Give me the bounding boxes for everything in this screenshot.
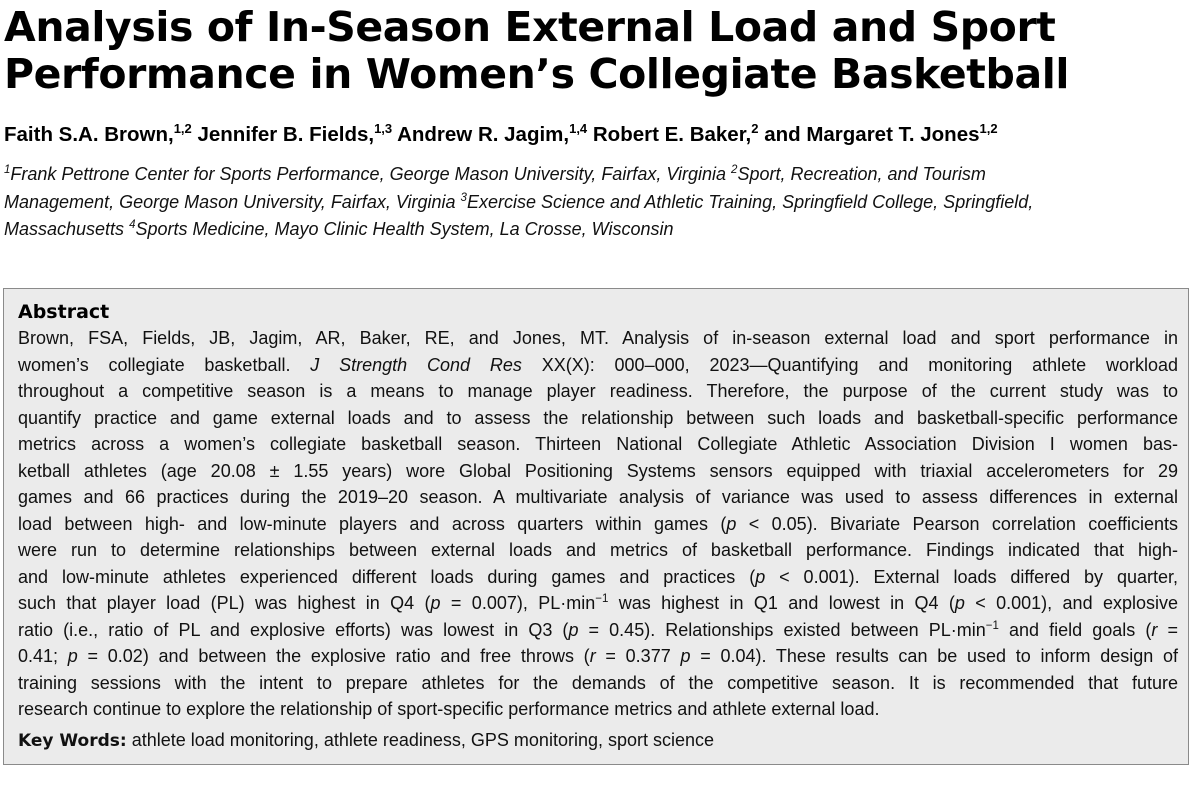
stat-symbol: r: [589, 646, 596, 666]
abstract-body: Brown, FSA, Fields, JB, Jagim, AR, Baker…: [18, 325, 1178, 723]
author-affiliation-number: 1,2: [979, 121, 998, 136]
author-name: Robert E. Baker,: [592, 123, 752, 146]
abstract-text: such that player load (PL) was highest i…: [18, 593, 431, 613]
stat-symbol: p: [954, 593, 965, 613]
author-affiliation-number: 1,4: [569, 121, 588, 136]
abstract-text: women’s collegiate basketball.: [18, 354, 311, 375]
affiliations: 1Frank Pettrone Center for Sports Perfor…: [4, 161, 1184, 244]
abstract-box: Abstract Brown, FSA, Fields, JB, Jagim, …: [3, 288, 1189, 765]
stat-symbol: r: [1151, 619, 1158, 640]
stat-symbol: p: [726, 513, 737, 534]
author-name: Andrew R. Jagim,: [397, 123, 570, 146]
abstract-text: = 0.45). Relationships existed between P…: [578, 619, 986, 640]
affiliation-line: Massachusetts 4Sports Medicine, Mayo Cli…: [4, 216, 1184, 244]
affiliation-text: Sport, Recreation, and Tourism: [737, 164, 986, 184]
abstract-text: and field goals (: [998, 619, 1152, 640]
affiliation-text: Management, George Mason University, Fai…: [4, 191, 461, 212]
stat-symbol: p: [67, 646, 78, 666]
affiliation-line: Management, George Mason University, Fai…: [4, 189, 1184, 217]
author-affiliation-number: 2: [751, 121, 759, 136]
abstract-text: was highest in Q1 and lowest in Q4 (: [608, 593, 955, 613]
exponent: −1: [595, 593, 609, 605]
journal-name: J Strength Cond Res: [310, 354, 522, 375]
abstract-line: women’s collegiate basketball. J Strengt…: [18, 352, 1178, 379]
title-line-1: Analysis of In-Season External Load and …: [4, 3, 1056, 51]
abstract-line: 0.41; p = 0.02) and between the explosiv…: [18, 643, 1178, 670]
keywords: Key Words: athlete load monitoring, athl…: [18, 727, 714, 754]
abstract-line: research continue to explore the relatio…: [18, 699, 880, 719]
abstract-line: such that player load (PL) was highest i…: [18, 590, 1178, 617]
abstract-line: training sessions with the intent to pre…: [18, 672, 1178, 693]
abstract-text: = 0.007), PL·min: [440, 593, 596, 613]
affiliation-number: 3: [460, 191, 467, 204]
title-line-2: Performance in Women’s Collegiate Basket…: [4, 50, 1070, 98]
author-name: Jennifer B. Fields,: [197, 123, 375, 146]
affiliation-text: Exercise Science and Athletic Training, …: [466, 191, 1034, 212]
author-list: Faith S.A. Brown,1,2 Jennifer B. Fields,…: [4, 121, 1196, 149]
abstract-heading: Abstract: [18, 301, 110, 323]
stat-symbol: p: [430, 593, 441, 613]
abstract-line: metrics across a women’s collegiate bask…: [18, 434, 1178, 454]
affiliation-text: Sports Medicine, Mayo Clinic Health Syst…: [135, 219, 674, 239]
abstract-line: and low-minute athletes experienced diff…: [18, 564, 1178, 591]
abstract-text: load between high- and low-minute player…: [18, 513, 727, 534]
abstract-line: quantify practice and game external load…: [18, 407, 1178, 428]
abstract-line: games and 66 practices during the 2019–2…: [18, 487, 1178, 507]
affiliation-text: Frank Pettrone Center for Sports Perform…: [10, 164, 732, 184]
exponent: −1: [985, 619, 999, 632]
abstract-line: throughout a competitive season is a mea…: [18, 381, 1178, 401]
author-name: Faith S.A. Brown,: [4, 123, 174, 146]
stat-symbol: p: [568, 619, 579, 640]
abstract-line: were run to determine relationships betw…: [18, 540, 1178, 560]
abstract-text: < 0.001). External loads differed by qua…: [765, 566, 1179, 587]
abstract-line: ratio (i.e., ratio of PL and explosive e…: [18, 617, 1178, 644]
abstract-text: 0.41;: [18, 646, 68, 666]
abstract-text: and low-minute athletes experienced diff…: [18, 566, 756, 587]
stat-symbol: p: [755, 566, 766, 587]
abstract-text: = 0.02) and between the explosive ratio …: [77, 646, 590, 666]
keywords-text: athlete load monitoring, athlete readine…: [126, 730, 715, 750]
abstract-text: =: [1157, 619, 1178, 640]
keywords-label: Key Words:: [18, 731, 127, 751]
stat-symbol: p: [680, 646, 691, 666]
author-affiliation-number: 1,2: [173, 121, 192, 136]
abstract-text: XX(X): 000–000, 2023—Quantifying and mon…: [521, 354, 1179, 375]
abstract-text: = 0.04). These results can be used to in…: [690, 646, 1179, 666]
abstract-text: < 0.001), and explosive: [964, 593, 1178, 613]
affiliation-number: 1: [4, 164, 11, 176]
abstract-line: Brown, FSA, Fields, JB, Jagim, AR, Baker…: [18, 328, 1178, 348]
abstract-text: = 0.377: [595, 646, 681, 666]
abstract-line: ketball athletes (age 20.08 ± 1.55 years…: [18, 460, 1178, 481]
paper-title: Analysis of In-Season External Load and …: [4, 4, 1194, 98]
abstract-line: load between high- and low-minute player…: [18, 511, 1178, 538]
abstract-text: < 0.05). Bivariate Pearson correlation c…: [736, 513, 1178, 534]
author-affiliation-number: 1,3: [374, 121, 393, 136]
author-name: and Margaret T. Jones: [764, 123, 980, 146]
affiliation-line: 1Frank Pettrone Center for Sports Perfor…: [4, 161, 1184, 189]
affiliation-number: 2: [731, 164, 738, 176]
abstract-text: ratio (i.e., ratio of PL and explosive e…: [18, 619, 569, 640]
affiliation-number: 4: [129, 219, 136, 231]
affiliation-text: Massachusetts: [4, 219, 130, 239]
